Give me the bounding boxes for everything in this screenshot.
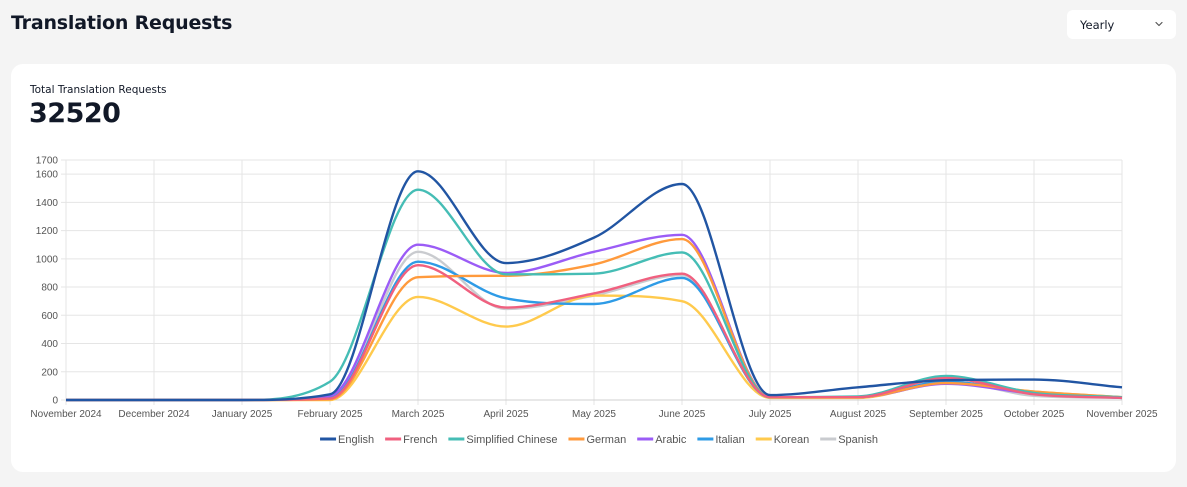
legend-swatch <box>568 437 585 441</box>
legend-item-italian[interactable]: Italian <box>697 434 745 446</box>
legend-label: Arabic <box>655 434 687 446</box>
x-tick-label: October 2025 <box>1004 409 1065 420</box>
x-tick-label: December 2024 <box>118 409 190 420</box>
y-tick-label: 1200 <box>36 226 59 237</box>
x-tick-label: June 2025 <box>659 409 706 420</box>
x-tick-label: September 2025 <box>909 409 983 420</box>
x-tick-label: November 2025 <box>1086 409 1158 420</box>
page-title: Translation Requests <box>11 12 233 34</box>
y-tick-label: 400 <box>41 339 58 350</box>
legend-label: French <box>403 434 437 446</box>
period-select[interactable]: Yearly <box>1067 10 1176 39</box>
legend-label: Simplified Chinese <box>466 434 557 446</box>
y-tick-label: 0 <box>52 396 58 407</box>
y-tick-label: 600 <box>41 311 58 322</box>
legend-label: German <box>586 434 626 446</box>
y-tick-label: 1400 <box>36 198 59 209</box>
legend-swatch <box>385 437 402 441</box>
x-tick-label: April 2025 <box>483 409 528 420</box>
x-axis: November 2024 December 2024 January 2025 Fe… <box>30 409 1158 420</box>
x-tick-label: May 2025 <box>572 409 616 420</box>
chart-legend: English French Simplified Chinese German Ara… <box>320 434 878 446</box>
period-select-value: Yearly <box>1080 17 1115 32</box>
legend-swatch <box>448 437 465 441</box>
chart-lines <box>66 170 1123 402</box>
legend-label: Spanish <box>838 434 878 446</box>
chart-grid <box>61 159 1123 405</box>
legend-item-arabic[interactable]: Arabic <box>637 434 687 446</box>
x-tick-label: July 2025 <box>749 409 792 420</box>
y-axis: 0 200 400 600 800 1000 1200 1400 1600 1700 <box>36 156 59 407</box>
legend-item-german[interactable]: German <box>568 434 626 446</box>
legend-item-french[interactable]: French <box>385 434 437 446</box>
legend-item-korean[interactable]: Korean <box>755 434 809 446</box>
y-tick-label: 1600 <box>36 170 59 181</box>
x-tick-label: March 2025 <box>392 409 445 420</box>
legend-item-english[interactable]: English <box>320 434 374 446</box>
x-tick-label: February 2025 <box>297 409 362 420</box>
legend-item-simplified-chinese[interactable]: Simplified Chinese <box>448 434 557 446</box>
chevron-down-icon <box>1154 16 1164 34</box>
legend-swatch <box>820 437 837 441</box>
legend-label: Italian <box>715 434 744 446</box>
y-tick-label: 200 <box>41 367 58 378</box>
y-tick-label: 800 <box>41 283 58 294</box>
x-tick-label: January 2025 <box>212 409 273 420</box>
legend-label: English <box>338 434 374 446</box>
legend-item-spanish[interactable]: Spanish <box>820 434 878 446</box>
legend-swatch <box>637 437 654 441</box>
y-tick-label: 1000 <box>36 254 59 265</box>
legend-swatch <box>755 437 772 441</box>
stat-label: Total Translation Requests <box>30 84 167 96</box>
x-tick-label: August 2025 <box>830 409 887 420</box>
stat-value: 32520 <box>29 98 121 129</box>
series-line-english <box>66 170 1123 402</box>
y-tick-label: 1700 <box>36 156 59 167</box>
legend-swatch <box>320 437 337 441</box>
legend-label: Korean <box>774 434 809 446</box>
legend-swatch <box>697 437 714 441</box>
x-tick-label: November 2024 <box>30 409 102 420</box>
